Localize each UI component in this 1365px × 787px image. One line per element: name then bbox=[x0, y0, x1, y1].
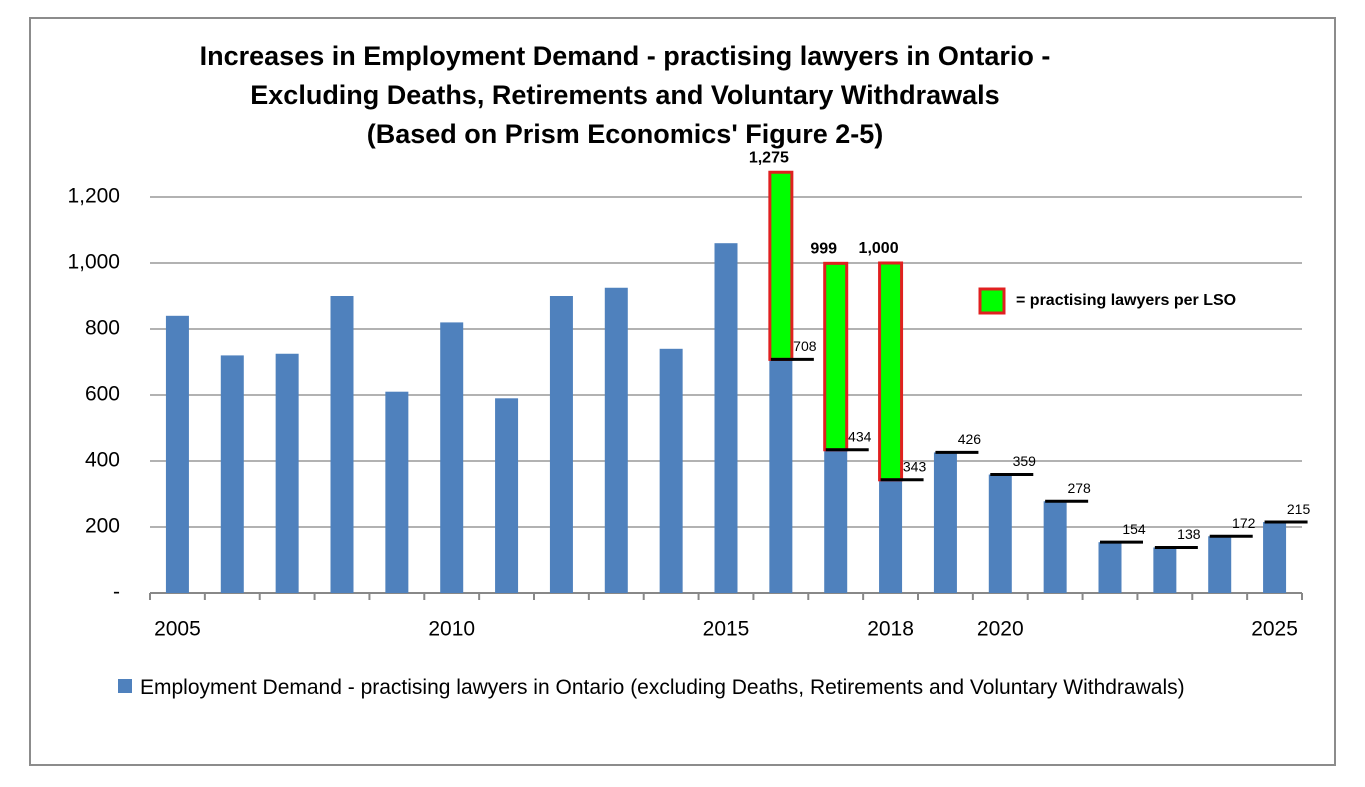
reference-label: 215 bbox=[1287, 501, 1311, 517]
bar bbox=[1208, 536, 1232, 593]
legend: Employment Demand - practising lawyers i… bbox=[118, 672, 1278, 703]
bar bbox=[549, 296, 573, 593]
chart-title: Excluding Deaths, Retirements and Volunt… bbox=[250, 80, 999, 110]
reference-label: 426 bbox=[958, 431, 982, 447]
y-tick-label: 1,000 bbox=[67, 251, 120, 274]
reference-label: 708 bbox=[793, 338, 817, 354]
bar bbox=[1263, 522, 1287, 593]
bar bbox=[385, 391, 409, 593]
lso-value-label: 1,275 bbox=[749, 149, 789, 166]
bar bbox=[1043, 501, 1067, 593]
lso-bar bbox=[768, 170, 794, 361]
y-tick-label: 800 bbox=[85, 317, 120, 340]
x-tick-label: 2015 bbox=[703, 618, 750, 641]
bar bbox=[988, 474, 1012, 593]
bar bbox=[440, 322, 464, 593]
lso-bar bbox=[878, 261, 904, 482]
bar bbox=[604, 287, 628, 593]
reference-label: 359 bbox=[1013, 453, 1037, 469]
lso-value-label: 999 bbox=[810, 241, 837, 258]
reference-label: 278 bbox=[1067, 480, 1091, 496]
reference-label: 172 bbox=[1232, 515, 1256, 531]
chart-title: Increases in Employment Demand - practis… bbox=[200, 41, 1051, 71]
y-tick-label: 600 bbox=[85, 383, 120, 406]
bar bbox=[824, 449, 848, 593]
x-tick-label: 2010 bbox=[428, 618, 475, 641]
x-tick-label: 2005 bbox=[154, 618, 201, 641]
reference-label: 138 bbox=[1177, 526, 1201, 542]
bar bbox=[495, 398, 519, 593]
bar bbox=[769, 359, 793, 593]
x-tick-label: 2018 bbox=[867, 618, 914, 641]
chart-title: (Based on Prism Economics' Figure 2-5) bbox=[367, 119, 884, 149]
reference-label: 343 bbox=[903, 459, 927, 475]
bar bbox=[275, 353, 299, 593]
x-tick-label: 2025 bbox=[1251, 618, 1298, 641]
y-tick-label: 400 bbox=[85, 449, 120, 472]
x-tick-label: 2020 bbox=[977, 618, 1024, 641]
bar bbox=[330, 296, 354, 593]
legend-label: Employment Demand - practising lawyers i… bbox=[140, 676, 1185, 699]
reference-label: 154 bbox=[1122, 521, 1146, 537]
bar bbox=[659, 348, 683, 593]
y-tick-label: - bbox=[113, 581, 120, 604]
bar bbox=[220, 355, 244, 593]
bar bbox=[1098, 542, 1122, 593]
lso-bar bbox=[823, 261, 849, 452]
y-tick-label: 1,200 bbox=[67, 185, 120, 208]
bar bbox=[933, 452, 957, 593]
bar bbox=[1153, 547, 1177, 593]
legend-swatch bbox=[118, 679, 132, 693]
bar bbox=[165, 315, 189, 593]
y-tick-label: 200 bbox=[85, 515, 120, 538]
bar bbox=[714, 243, 738, 593]
legend-label: = practising lawyers per LSO bbox=[1016, 292, 1236, 309]
reference-label: 434 bbox=[848, 428, 872, 444]
legend-swatch bbox=[978, 287, 1006, 315]
lso-value-label: 1,000 bbox=[859, 240, 899, 257]
bar bbox=[879, 479, 903, 593]
